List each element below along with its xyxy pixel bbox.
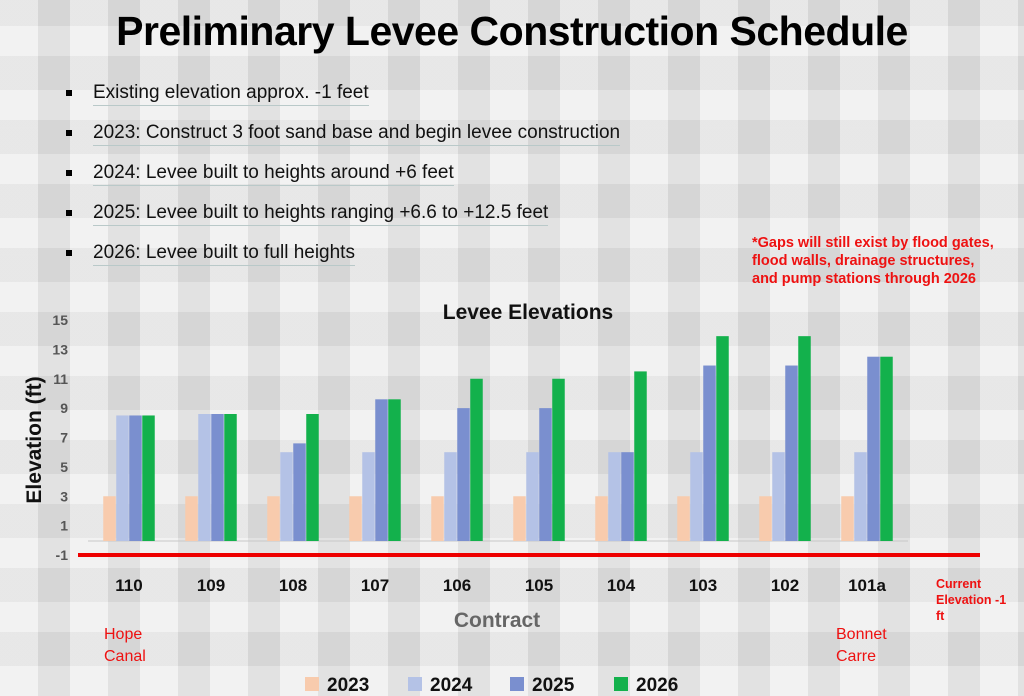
- y-tick-label: 5: [60, 459, 68, 475]
- bar-106-2023: [431, 496, 444, 541]
- bar-102-2026: [798, 336, 811, 541]
- legend-swatch-2025: [510, 677, 524, 691]
- bar-103-2026: [716, 336, 729, 541]
- legend-swatch-2026: [614, 677, 628, 691]
- bar-108-2025: [293, 443, 306, 541]
- bar-107-2025: [375, 399, 388, 541]
- legend-label-2026: 2026: [636, 675, 678, 696]
- current-elevation-label: Current Elevation -1 ft: [936, 577, 1007, 623]
- bar-109-2025: [211, 414, 224, 541]
- bar-110-2024: [116, 415, 129, 541]
- bar-110-2025: [129, 415, 142, 541]
- bar-106-2025: [457, 408, 470, 541]
- bar-102-2023: [759, 496, 772, 541]
- bar-108-2024: [280, 452, 293, 541]
- y-tick-label: 9: [60, 400, 68, 416]
- x-axis-label: Contract: [454, 609, 540, 632]
- bar-101a-2025: [867, 356, 880, 541]
- bar-105-2026: [552, 378, 565, 541]
- bar-101a-2023: [841, 496, 854, 541]
- x-tick-label: 108: [279, 576, 307, 595]
- bar-108-2023: [267, 496, 280, 541]
- bullet-item: 2026: Levee built to full heights: [64, 242, 620, 282]
- bar-107-2024: [362, 452, 375, 541]
- x-tick-label: 110: [115, 576, 142, 595]
- x-tick-label: 101a: [848, 576, 886, 595]
- chart-title: Levee Elevations: [443, 301, 613, 324]
- bar-103-2024: [690, 452, 703, 541]
- x-tick-label: 103: [689, 576, 717, 595]
- bar-104-2026: [634, 371, 647, 541]
- bullet-item: 2025: Levee built to heights ranging +6.…: [64, 202, 620, 242]
- bar-106-2024: [444, 452, 457, 541]
- bar-105-2025: [539, 408, 552, 541]
- y-tick-label: 3: [60, 488, 68, 504]
- x-tick-label: 104: [607, 576, 636, 595]
- x-tick-label: 106: [443, 576, 471, 595]
- legend-label-2023: 2023: [327, 675, 369, 696]
- bar-104-2023: [595, 496, 608, 541]
- bar-103-2025: [703, 365, 716, 541]
- x-tick-label: 109: [197, 576, 225, 595]
- bar-102-2024: [772, 452, 785, 541]
- x-tick-label: 102: [771, 576, 799, 595]
- bar-101a-2026: [880, 356, 893, 541]
- y-axis-label: Elevation (ft): [23, 376, 46, 503]
- bar-110-2023: [103, 496, 116, 541]
- bullet-item: 2024: Levee built to heights around +6 f…: [64, 162, 620, 202]
- bonnet-carre-label: Bonnet Carre: [836, 626, 887, 665]
- bar-110-2026: [142, 415, 155, 541]
- hope-canal-label: Hope Canal: [104, 626, 146, 665]
- slide-title: Preliminary Levee Construction Schedule: [116, 8, 908, 54]
- bar-107-2023: [349, 496, 362, 541]
- bullet-item: 2023: Construct 3 foot sand base and beg…: [64, 122, 621, 162]
- bar-108-2026: [306, 414, 319, 541]
- bar-106-2026: [470, 378, 483, 541]
- y-tick-label: 11: [53, 371, 68, 387]
- bar-105-2024: [526, 452, 539, 541]
- gaps-note: *Gaps will still exist by flood gates, f…: [752, 235, 994, 287]
- bar-109-2026: [224, 414, 237, 541]
- bar-107-2026: [388, 399, 401, 541]
- y-tick-label: -1: [56, 547, 69, 563]
- legend-label-2025: 2025: [532, 675, 575, 696]
- x-tick-label: 105: [525, 576, 553, 595]
- bar-102-2025: [785, 365, 798, 541]
- bar-104-2025: [621, 452, 634, 541]
- bar-101a-2024: [854, 452, 867, 541]
- y-tick-label: 1: [60, 518, 68, 534]
- bar-103-2023: [677, 496, 690, 541]
- legend-swatch-2024: [408, 677, 422, 691]
- legend-swatch-2023: [305, 677, 319, 691]
- y-tick-label: 15: [52, 312, 68, 328]
- x-tick-label: 107: [361, 576, 389, 595]
- bar-104-2024: [608, 452, 621, 541]
- bar-109-2023: [185, 496, 198, 541]
- bullet-list: Existing elevation approx. -1 feet 2023:…: [64, 82, 621, 282]
- bar-109-2024: [198, 414, 211, 541]
- y-tick-label: 13: [52, 341, 68, 357]
- bullet-item: Existing elevation approx. -1 feet: [64, 82, 620, 122]
- y-tick-label: 7: [60, 430, 68, 446]
- bar-105-2023: [513, 496, 526, 541]
- legend-label-2024: 2024: [430, 675, 473, 696]
